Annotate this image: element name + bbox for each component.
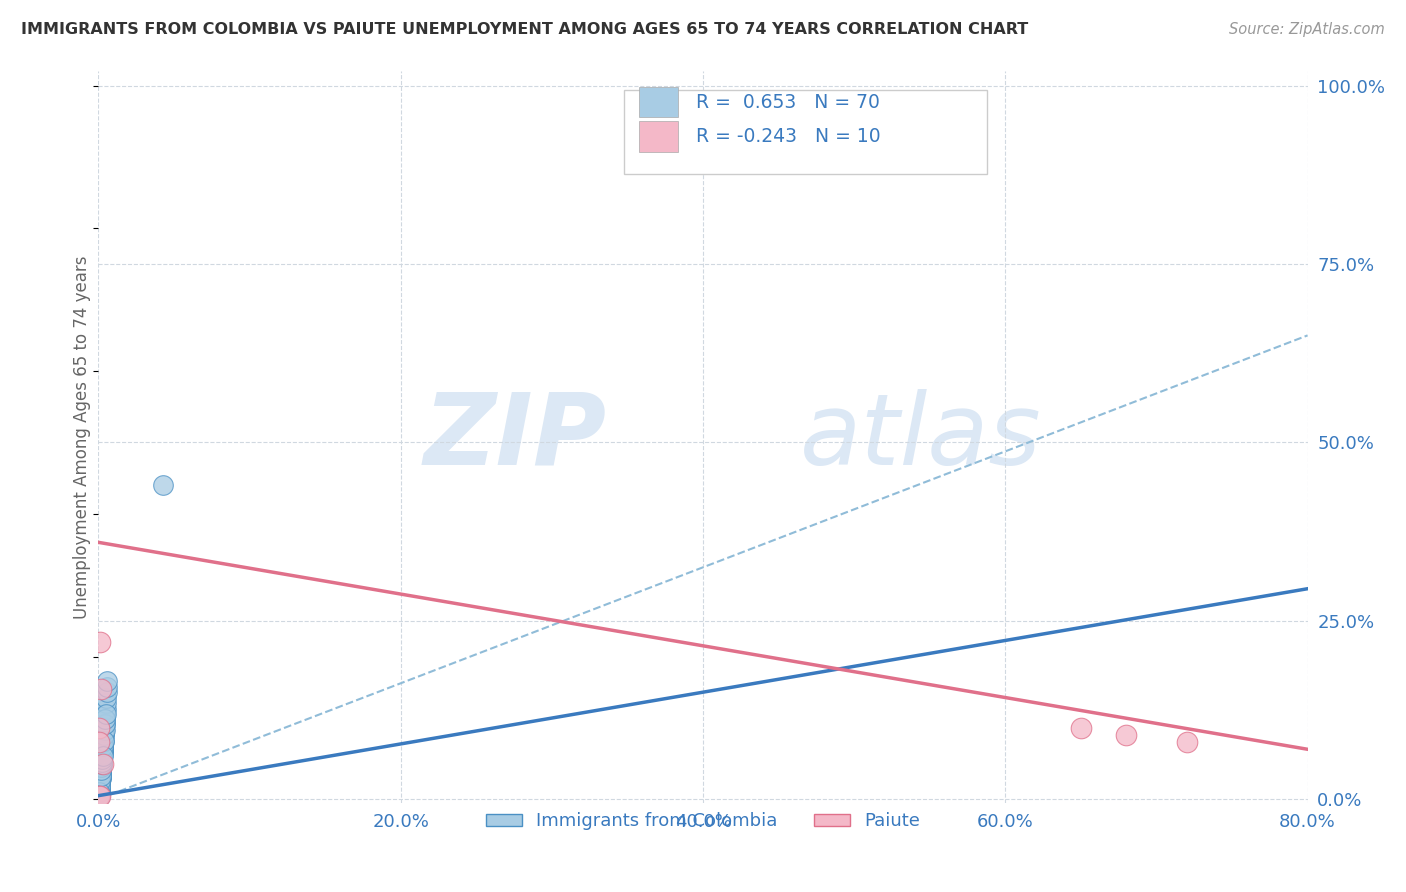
Point (1115, 728, 1137, 742)
Point (90, 769, 112, 783)
Point (87, 789, 110, 804)
Point (96, 680, 118, 694)
Point (94, 712, 117, 726)
Point (94, 706, 117, 721)
Point (89, 789, 111, 804)
Point (87, 721, 110, 735)
Point (94, 717, 117, 731)
Point (94, 701, 117, 715)
Point (94, 706, 117, 721)
Point (91, 739, 114, 753)
Point (91, 752, 114, 766)
Point (89, 780, 111, 794)
Point (89, 735, 111, 749)
Point (89, 783, 111, 797)
Point (93, 739, 115, 753)
Text: R = -0.243   N = 10: R = -0.243 N = 10 (696, 127, 880, 146)
Point (87, 789, 110, 804)
Point (90, 765, 112, 780)
Point (91, 741, 114, 756)
Point (90, 755, 112, 769)
Point (90, 765, 112, 780)
Point (90, 755, 112, 769)
Point (96, 690, 118, 705)
Point (90, 760, 112, 774)
Point (89, 635, 111, 649)
Point (89, 785, 111, 799)
Point (89, 781, 111, 796)
Bar (638, 87, 678, 118)
Point (89, 789, 111, 803)
Point (90, 757, 112, 772)
Point (90, 769, 112, 783)
Point (91, 749, 114, 764)
Text: R =  0.653   N = 70: R = 0.653 N = 70 (696, 93, 880, 112)
Point (93, 728, 115, 742)
Point (91, 747, 114, 762)
Text: atlas: atlas (800, 389, 1042, 485)
Point (93, 739, 115, 753)
Point (96, 685, 118, 699)
Bar (638, 121, 678, 152)
Point (93, 723, 115, 737)
Point (89, 781, 111, 796)
FancyBboxPatch shape (624, 90, 987, 174)
Point (89, 787, 111, 801)
Point (89, 780, 111, 794)
Point (152, 478, 174, 492)
Point (89, 785, 111, 799)
Point (94, 712, 117, 726)
Point (90, 760, 112, 774)
Point (1070, 721, 1092, 735)
Point (91, 744, 114, 758)
Point (93, 717, 115, 731)
Point (91, 741, 114, 756)
Point (93, 728, 115, 742)
Point (89, 787, 111, 801)
Point (89, 781, 111, 796)
Point (90, 755, 112, 769)
Y-axis label: Unemployment Among Ages 65 to 74 years: Unemployment Among Ages 65 to 74 years (73, 255, 91, 619)
Point (89, 776, 111, 790)
Point (91, 747, 114, 762)
Point (90, 763, 112, 777)
Point (91, 744, 114, 758)
Point (93, 723, 115, 737)
Point (90, 771, 112, 785)
Point (93, 733, 115, 747)
Text: ZIP: ZIP (423, 389, 606, 485)
Point (90, 771, 112, 785)
Point (89, 776, 111, 790)
Point (91, 749, 114, 764)
Point (89, 773, 111, 788)
Point (94, 696, 117, 710)
Point (90, 681, 112, 696)
Point (89, 781, 111, 796)
Point (90, 763, 112, 777)
Point (96, 674, 118, 689)
Point (93, 733, 115, 747)
Point (89, 789, 111, 803)
Point (87, 776, 110, 790)
Text: Source: ZipAtlas.com: Source: ZipAtlas.com (1229, 22, 1385, 37)
Point (93, 733, 115, 747)
Point (91, 749, 114, 764)
Point (87, 785, 110, 799)
Text: IMMIGRANTS FROM COLOMBIA VS PAIUTE UNEMPLOYMENT AMONG AGES 65 TO 74 YEARS CORREL: IMMIGRANTS FROM COLOMBIA VS PAIUTE UNEMP… (21, 22, 1028, 37)
Point (90, 757, 112, 772)
Point (1175, 735, 1198, 749)
Point (90, 760, 112, 774)
Point (91, 756, 114, 771)
Legend: Immigrants from Colombia, Paiute: Immigrants from Colombia, Paiute (478, 805, 928, 838)
Point (89, 773, 111, 788)
Point (91, 752, 114, 766)
